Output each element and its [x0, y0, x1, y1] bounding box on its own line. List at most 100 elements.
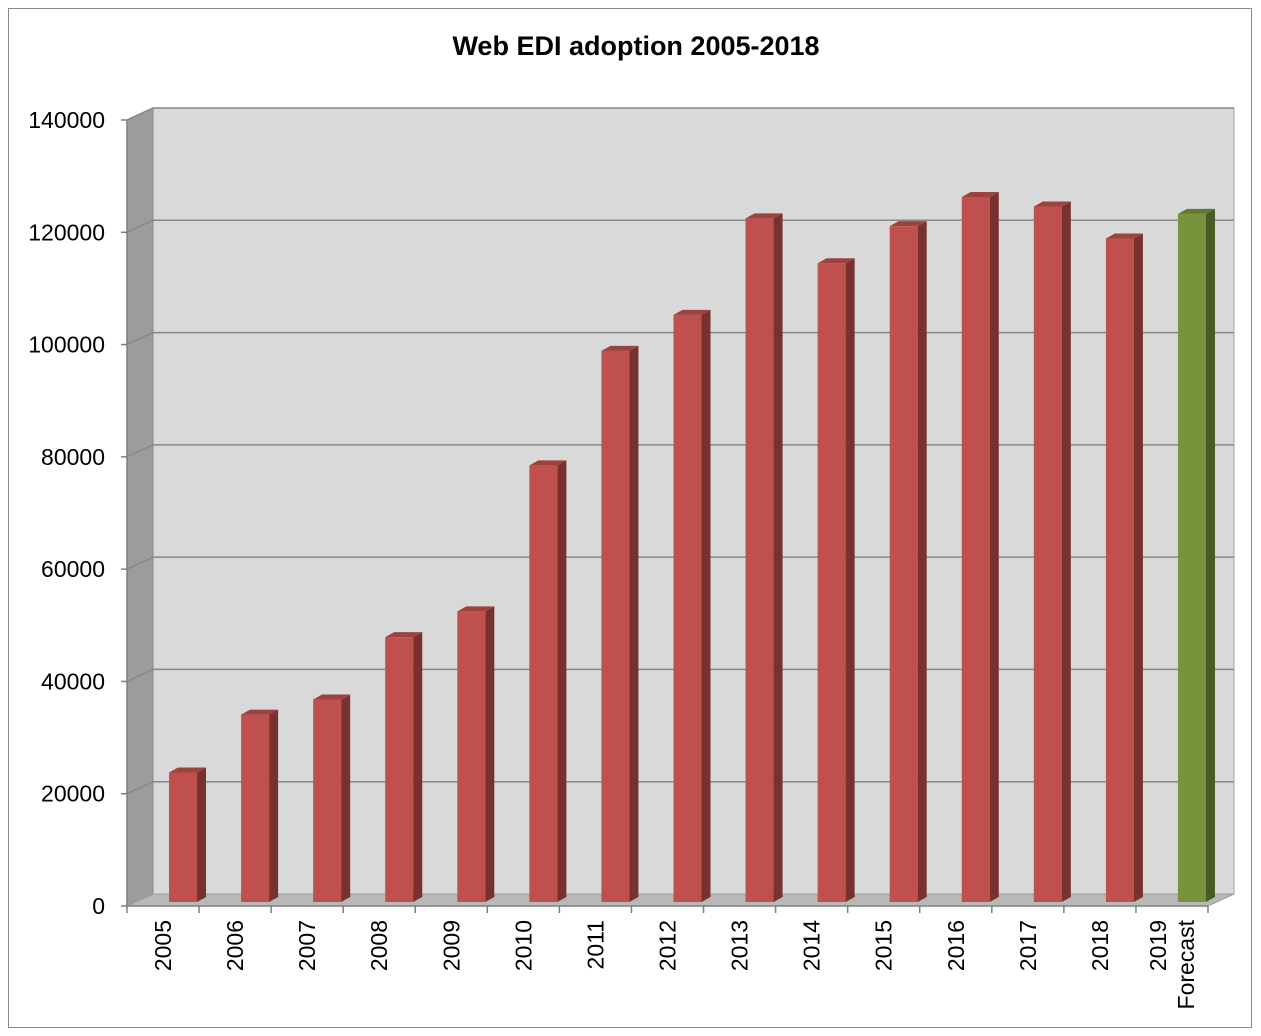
x-tick-label-line: 2015	[871, 920, 897, 971]
y-tick-label: 20000	[41, 781, 105, 807]
x-tick-label-line: 2009	[438, 920, 464, 971]
gridline	[126, 556, 1234, 570]
bar-front	[1105, 238, 1134, 902]
x-tick-label-line: 2019	[1145, 920, 1171, 971]
bar-top	[817, 258, 855, 264]
x-axis-tick-labels: 2005 2006 2007 2008 2009 2010 2011 2012 2013 2014…	[150, 919, 1199, 1009]
bar-side	[773, 213, 783, 902]
x-tick-label: 2014	[799, 920, 825, 971]
bar-front	[385, 637, 414, 902]
x-tick-label-line: 2010	[510, 920, 536, 971]
bar	[1105, 233, 1143, 902]
gridline	[126, 331, 1234, 346]
bar-side	[917, 221, 927, 902]
bar-side	[413, 632, 423, 902]
bar-top	[241, 709, 279, 715]
y-tick-label: 120000	[28, 219, 105, 245]
y-tick-label: 0	[92, 893, 105, 919]
x-tick-label-line: 2012	[655, 920, 681, 971]
axes	[121, 119, 1209, 913]
bar	[457, 606, 495, 902]
bar-top	[889, 221, 927, 227]
bar	[889, 221, 927, 902]
bar-front	[601, 350, 630, 902]
x-tick-label-line: 2005	[150, 920, 176, 971]
bar-front	[169, 772, 198, 902]
bar-front	[313, 699, 342, 902]
bar	[1177, 208, 1215, 903]
x-tick-label-line: 2016	[943, 920, 969, 971]
bar-top	[673, 309, 711, 315]
bar-side	[485, 606, 495, 902]
bar	[817, 258, 855, 903]
x-tick-label-line: 2008	[366, 920, 392, 971]
bar	[169, 767, 207, 902]
bar	[601, 345, 639, 902]
gridline	[126, 219, 1234, 233]
y-tick-label: 40000	[41, 668, 105, 694]
chart-title: Web EDI adoption 2005-2018	[452, 31, 819, 61]
x-tick-label-line: 2006	[222, 920, 248, 971]
bar	[961, 191, 999, 902]
bar	[313, 694, 351, 902]
gridlines	[126, 107, 1234, 795]
bar	[529, 460, 567, 902]
x-tick-label: 2010	[510, 920, 536, 971]
bar	[673, 309, 711, 902]
x-tick-label: 2006	[222, 920, 248, 971]
y-tick-label: 60000	[41, 556, 105, 582]
side-wall	[126, 107, 154, 907]
y-tick-label: 100000	[28, 332, 105, 358]
x-tick-label: 2013	[727, 920, 753, 971]
x-tick-label: 2011	[582, 920, 608, 969]
x-tick-label-line: 2017	[1015, 920, 1041, 971]
bar	[745, 213, 783, 902]
x-tick-label: 2017	[1015, 920, 1041, 971]
y-tick-label: 140000	[28, 107, 105, 133]
bar-top	[601, 345, 639, 351]
bar	[385, 632, 423, 902]
bar-front	[889, 226, 918, 902]
bar-top	[1033, 201, 1071, 207]
x-tick-label: 2019Forecast	[1145, 919, 1199, 1009]
bar-side	[701, 309, 711, 902]
x-tick-label: 2007	[294, 920, 320, 971]
bar-side	[269, 709, 279, 902]
bar-top	[1105, 233, 1143, 239]
bar-top	[457, 606, 495, 612]
bar-side	[197, 767, 207, 902]
bar-side	[341, 694, 351, 902]
x-tick-label-line: 2013	[727, 920, 753, 971]
bar-top	[385, 632, 423, 638]
bar-front	[457, 611, 486, 902]
x-tick-label: 2005	[150, 920, 176, 971]
bars	[169, 191, 1215, 903]
gridline	[126, 780, 1234, 795]
bar-side	[845, 258, 855, 903]
x-tick-label: 2009	[438, 920, 464, 971]
bar-top	[745, 213, 783, 219]
x-tick-label: 2018	[1087, 920, 1113, 971]
bar	[1033, 201, 1071, 902]
gridline	[126, 107, 1234, 121]
x-tick-label-line: Forecast	[1173, 919, 1199, 1009]
bar-side	[1133, 233, 1143, 902]
x-tick-label: 2008	[366, 920, 392, 971]
bar-front	[1033, 206, 1062, 902]
bar	[241, 709, 279, 902]
bar-side	[989, 191, 999, 902]
bar-side	[1205, 208, 1215, 903]
bar-front	[1177, 213, 1206, 903]
gridline	[126, 668, 1234, 683]
x-tick-label-line: 2007	[294, 920, 320, 971]
bar-front	[241, 714, 270, 902]
bar-side	[1061, 201, 1071, 902]
x-tick-label-line: 2018	[1087, 920, 1113, 971]
bar-top	[1177, 208, 1215, 214]
bar-front	[529, 465, 558, 902]
bar-front	[745, 218, 774, 902]
bar-front	[673, 314, 702, 902]
y-axis-tick-labels: 0 20000 40000 60000 80000 100000 120000 140000	[28, 107, 105, 919]
bar-front	[817, 263, 846, 903]
